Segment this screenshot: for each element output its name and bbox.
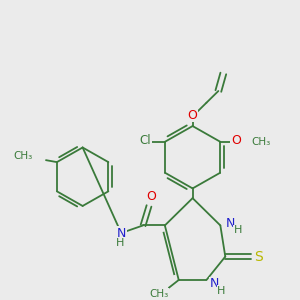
Text: Cl: Cl xyxy=(140,134,151,147)
Text: O: O xyxy=(231,134,241,147)
Text: N: N xyxy=(226,217,235,230)
Text: N: N xyxy=(210,278,219,290)
Text: CH₃: CH₃ xyxy=(252,137,271,147)
Text: O: O xyxy=(146,190,156,203)
Text: CH₃: CH₃ xyxy=(14,151,33,161)
Text: H: H xyxy=(217,286,226,296)
Text: CH₃: CH₃ xyxy=(149,289,169,298)
Text: H: H xyxy=(116,238,124,248)
Text: N: N xyxy=(117,227,126,240)
Text: H: H xyxy=(234,225,242,235)
Text: S: S xyxy=(255,250,263,264)
Text: O: O xyxy=(188,109,197,122)
